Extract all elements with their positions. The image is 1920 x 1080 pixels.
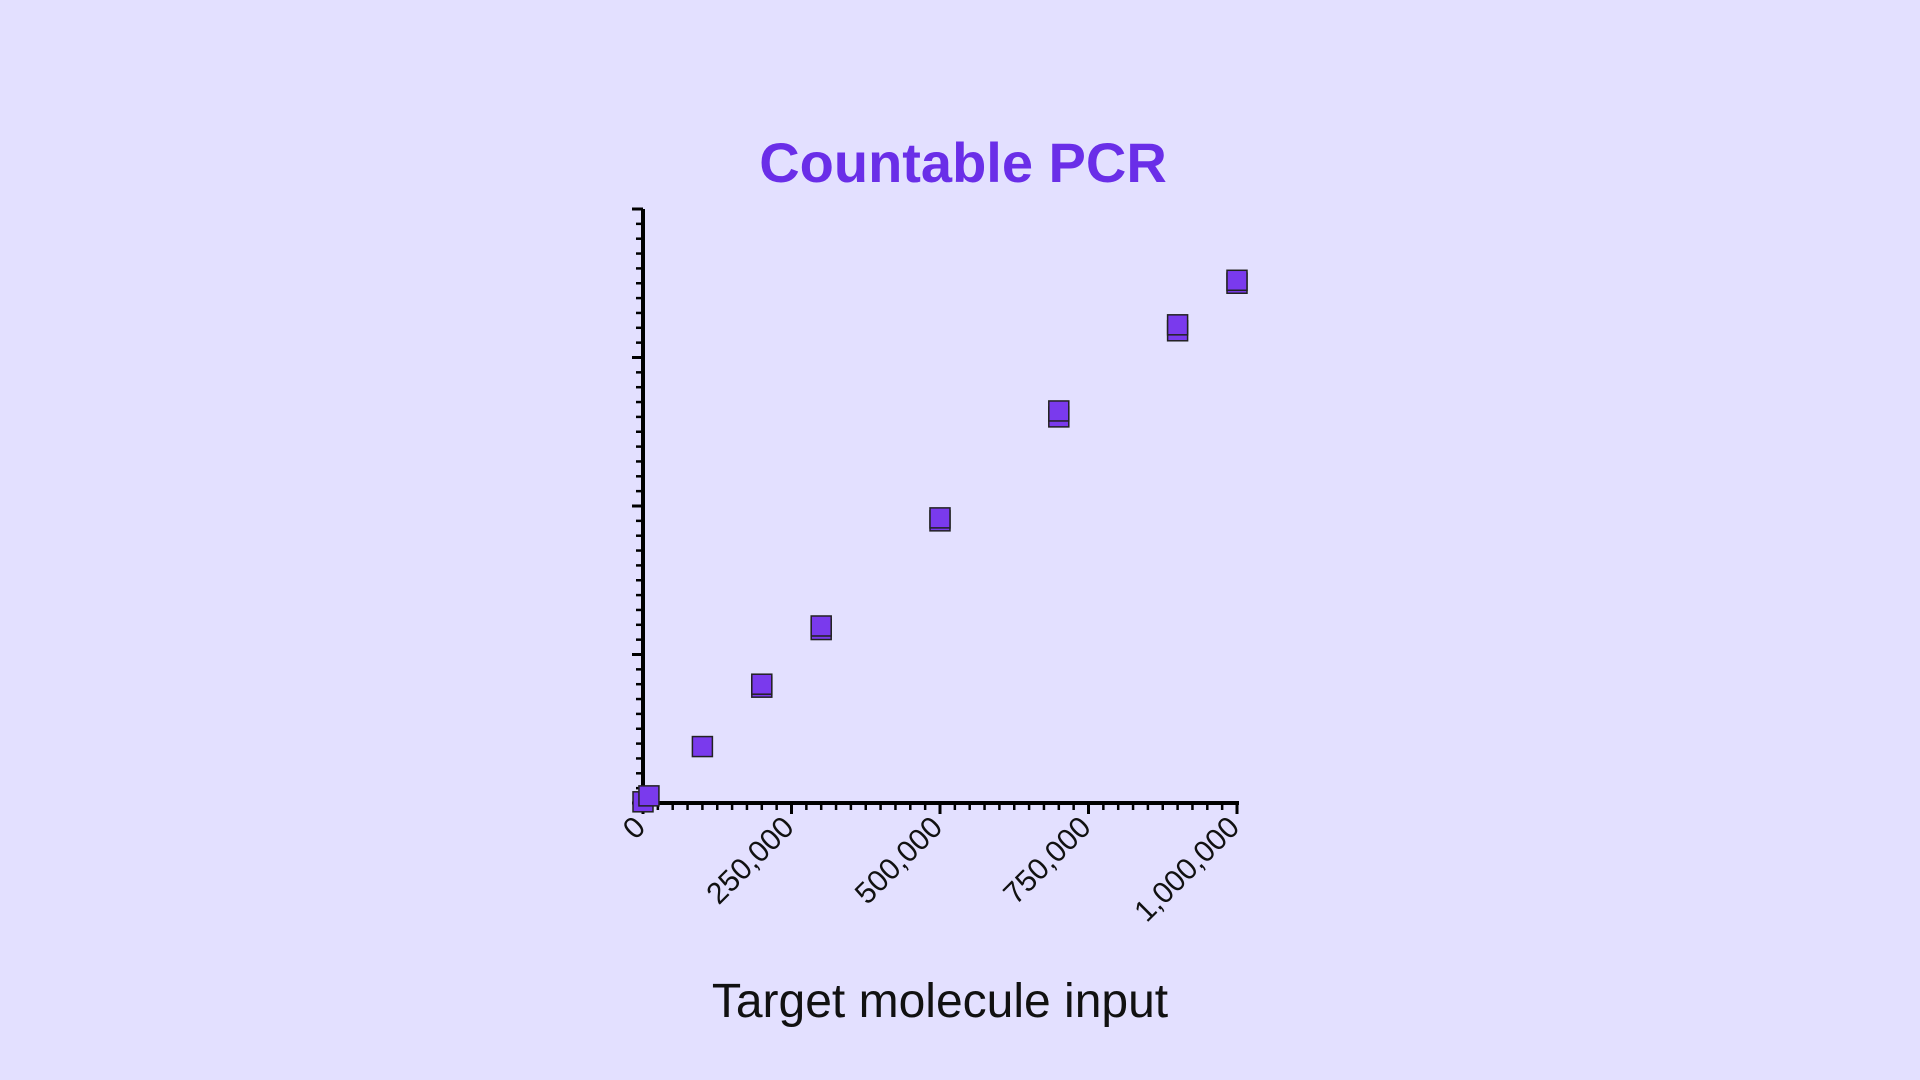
y-axis-ticks	[632, 207, 643, 805]
data-point	[751, 673, 773, 695]
data-point	[1048, 400, 1070, 422]
x-tick-label: 250,000	[700, 811, 800, 911]
x-axis-tick-labels: 0 250,000 500,000 750,000 1,000,000	[617, 811, 1246, 929]
x-tick-label: 0	[617, 811, 652, 846]
x-axis-label: Target molecule input	[712, 975, 1168, 1028]
data-point	[691, 735, 714, 758]
chart-title: Countable PCR	[759, 131, 1167, 194]
data-point	[638, 785, 660, 807]
x-tick-label: 1,000,000	[1128, 811, 1246, 929]
x-tick-label: 500,000	[849, 811, 949, 911]
x-axis-ticks	[641, 803, 1239, 814]
data-point	[929, 507, 951, 529]
data-point	[810, 615, 832, 637]
x-tick-label: 750,000	[997, 811, 1097, 911]
axes	[641, 209, 1239, 805]
data-points	[632, 269, 1248, 813]
data-point	[1226, 269, 1248, 292]
data-point	[1166, 314, 1189, 336]
